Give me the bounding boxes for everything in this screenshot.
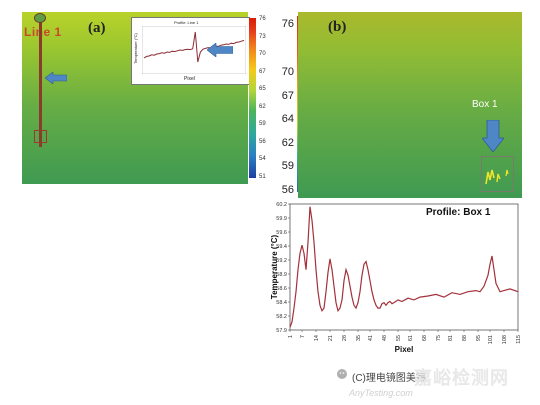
colorbar-a-tick: 76 [259,16,266,22]
x-tick-label: 108 [502,335,508,344]
colorbar-b-tick: 67 [281,90,294,102]
line-1-marker [39,17,42,147]
line-1-label: Line 1 [24,25,62,39]
watermark-main: 嘉峪检测网 [414,368,509,388]
y-tick-label: 57.9 [276,328,287,334]
wechat-icon [337,369,347,379]
x-tick-label: 81 [448,335,454,341]
x-tick-label: 88 [462,335,468,341]
x-tick-label: 95 [476,335,482,341]
colorbar-a-tick: 59 [259,121,266,128]
y-tick-label: 58.9 [276,272,287,278]
inset-title: Profile: Line 1 [174,20,199,25]
y-tick-label: 60.2 [276,202,287,208]
colorbar-b-tick: 62 [281,137,294,149]
left-arrow-icon [207,43,233,57]
colorbar-a-tick: 56 [259,138,266,145]
colorbar-a-tick: 67 [259,68,266,75]
line-end-box [34,130,47,143]
box-1-label: Box 1 [472,99,498,110]
profile-series-line [289,206,519,328]
colorbar-a-tick: 73 [259,33,266,40]
colorbar-a-tick: 70 [259,51,266,58]
chart-title: Profile: Box 1 [426,207,491,218]
y-tick-label: 59.9 [276,216,287,222]
x-tick-label: 41 [368,335,374,341]
colorbar-a-tick: 65 [259,86,266,93]
colorbar-a-tick: 54 [259,156,266,163]
down-arrow-icon [482,120,504,152]
colorbar-b-tick: 76 [281,18,294,30]
box-1-roi [481,156,514,192]
hotspot-crack [485,169,509,185]
panel-label-b: (b) [328,19,347,35]
colorbar-a [249,18,256,178]
inset-x-label: Pixel [184,76,195,82]
colorbar-a-tick: 51 [259,174,266,180]
x-axis-label: Pixel [395,345,414,354]
line-start-dot [34,13,46,23]
profile-plot: 60.2 59.9 59.6 59.4 59.2 58.9 58.6 58.4 58.2 57.9… [270,202,522,354]
left-arrow-icon [45,72,67,84]
colorbar-b-tick: 59 [281,160,294,172]
watermark-site: AnyTesting.com [349,388,413,398]
colorbar-b-tick: 70 [281,66,294,78]
x-tick-label: 1 [288,335,294,338]
x-tick-label: 28 [342,335,348,341]
x-tick-label: 75 [436,335,442,341]
y-tick-label: 59.6 [276,230,287,236]
panel-label-a: (a) [88,20,106,36]
colorbar-a-tick: 62 [259,103,266,110]
watermark-channel: (C)理电镜图美镜 [352,373,426,384]
y-axis-label: Temperature (°C) [270,234,279,299]
x-tick-label: 14 [314,335,320,341]
x-tick-label: 61 [408,335,414,341]
x-tick-label: 55 [396,335,402,341]
x-tick-label: 48 [382,335,388,341]
x-tick-label: 21 [328,335,334,341]
y-tick-label: 59.4 [276,244,287,250]
thermal-image-a: (a) Line 1 Profile: Line 1 Temperature (… [22,12,250,184]
plot-frame [289,203,519,331]
x-tick-label: 7 [300,335,306,338]
line-profile-inset: Profile: Line 1 Temperature (°C) Pixel [131,17,250,85]
colorbar-b-tick: 56 [281,184,294,196]
y-tick-label: 58.2 [276,314,287,320]
inset-y-label: Temperature (°C) [132,33,138,64]
x-tick-label: 115 [516,335,522,344]
colorbar-b-tick: 64 [281,113,294,125]
y-tick-label: 59.2 [276,258,287,264]
y-tick-label: 58.4 [276,300,287,306]
x-tick-label: 101 [488,335,494,344]
inset-profile-line [143,31,245,63]
y-tick-label: 58.6 [276,286,287,292]
box-1-profile-chart: 60.2 59.9 59.6 59.4 59.2 58.9 58.6 58.4 58.2 57.9… [268,200,522,358]
x-tick-label: 68 [422,335,428,341]
thermal-image-b: (b) Box 1 [298,12,522,198]
x-tick-label: 35 [356,335,362,341]
